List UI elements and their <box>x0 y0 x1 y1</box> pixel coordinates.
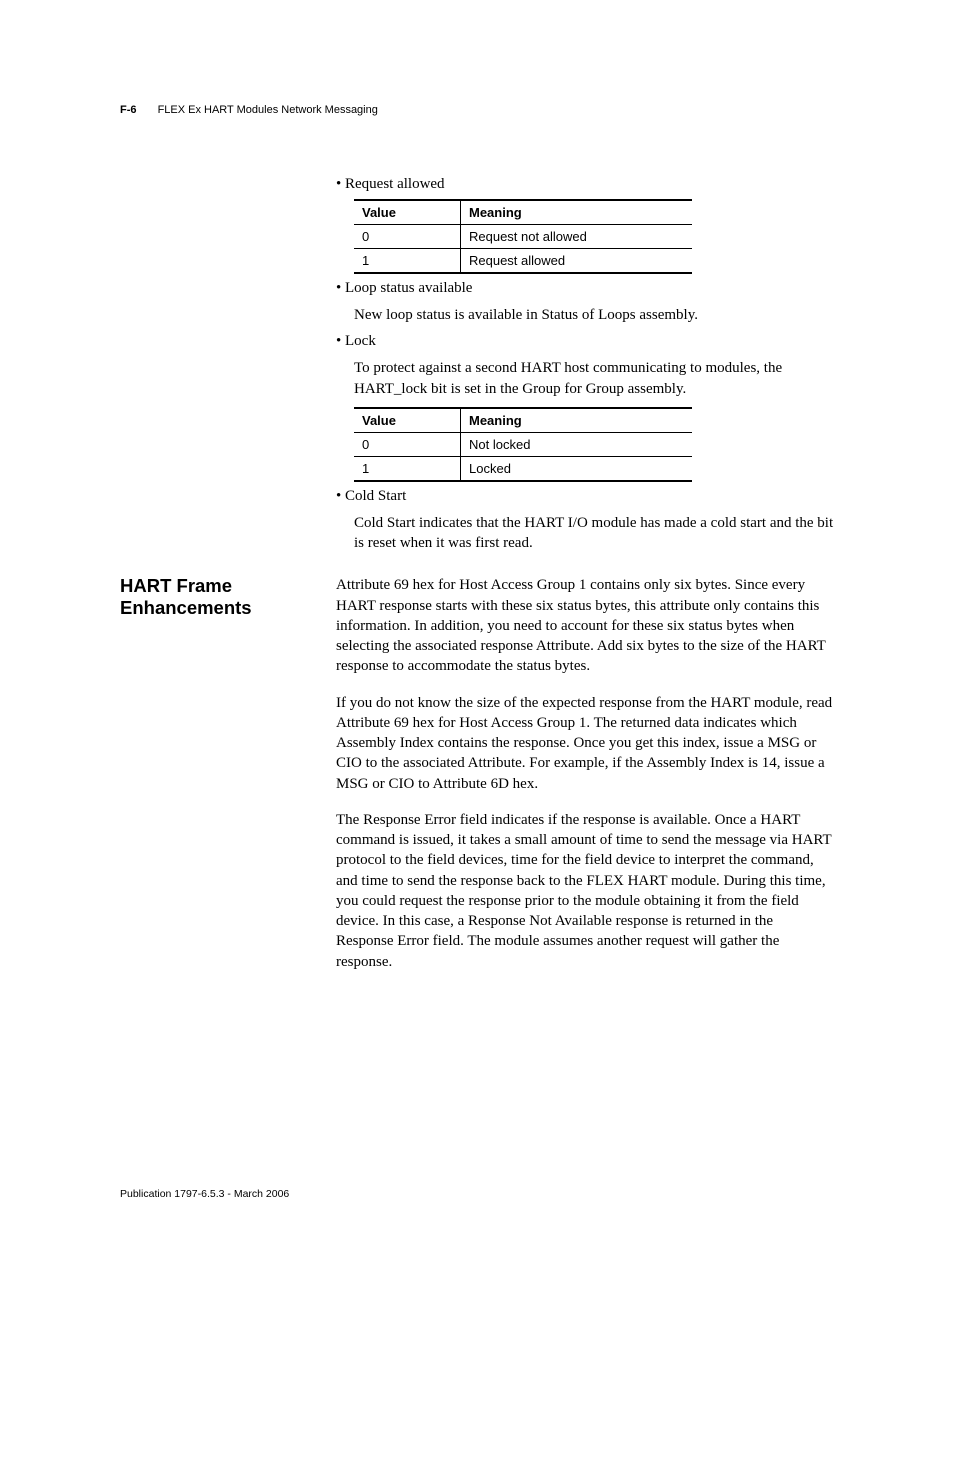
table-row: 0 Request not allowed <box>354 225 692 249</box>
cell-meaning: Request not allowed <box>461 225 693 249</box>
cell-meaning: Request allowed <box>461 249 693 274</box>
table-row: 1 Locked <box>354 456 692 481</box>
section-para-2: If you do not know the size of the expec… <box>336 693 834 794</box>
col-header-value: Value <box>354 200 461 225</box>
bullet-request-allowed: • Request allowed <box>336 176 834 193</box>
bullet-cold-start: • Cold Start <box>336 488 834 505</box>
cold-start-desc: Cold Start indicates that the HART I/O m… <box>354 513 834 554</box>
page-body: F-6 FLEX Ex HART Modules Network Messagi… <box>0 0 954 1048</box>
lock-desc: To protect against a second HART host co… <box>354 358 834 399</box>
col-header-value: Value <box>354 408 461 433</box>
section-heading-col: HART Frame Enhancements <box>120 575 336 988</box>
section-hart-frame: HART Frame Enhancements Attribute 69 hex… <box>120 575 834 988</box>
running-header: F-6 FLEX Ex HART Modules Network Messagi… <box>120 104 834 116</box>
page-number: F-6 <box>120 104 137 116</box>
table-row: 1 Request allowed <box>354 249 692 274</box>
header-title: FLEX Ex HART Modules Network Messaging <box>158 104 378 116</box>
cell-value: 0 <box>354 432 461 456</box>
col-header-meaning: Meaning <box>461 200 693 225</box>
table-row: Value Meaning <box>354 200 692 225</box>
bullet-lock: • Lock <box>336 333 834 350</box>
cell-meaning: Locked <box>461 456 693 481</box>
table-row: Value Meaning <box>354 408 692 433</box>
footer-publication: Publication 1797-6.5.3 - March 2006 <box>0 1188 954 1200</box>
section-heading: HART Frame Enhancements <box>120 575 336 619</box>
cell-value: 0 <box>354 225 461 249</box>
col-header-meaning: Meaning <box>461 408 693 433</box>
table-lock: Value Meaning 0 Not locked 1 Locked <box>354 407 692 482</box>
loop-status-desc: New loop status is available in Status o… <box>354 305 834 325</box>
cell-meaning: Not locked <box>461 432 693 456</box>
cell-value: 1 <box>354 249 461 274</box>
cell-value: 1 <box>354 456 461 481</box>
table-request-allowed: Value Meaning 0 Request not allowed 1 Re… <box>354 199 692 274</box>
section-para-3: The Response Error field indicates if th… <box>336 810 834 972</box>
table-row: 0 Not locked <box>354 432 692 456</box>
section-para-1: Attribute 69 hex for Host Access Group 1… <box>336 575 834 676</box>
section-body-col: Attribute 69 hex for Host Access Group 1… <box>336 575 834 988</box>
bullet-loop-status: • Loop status available <box>336 280 834 297</box>
